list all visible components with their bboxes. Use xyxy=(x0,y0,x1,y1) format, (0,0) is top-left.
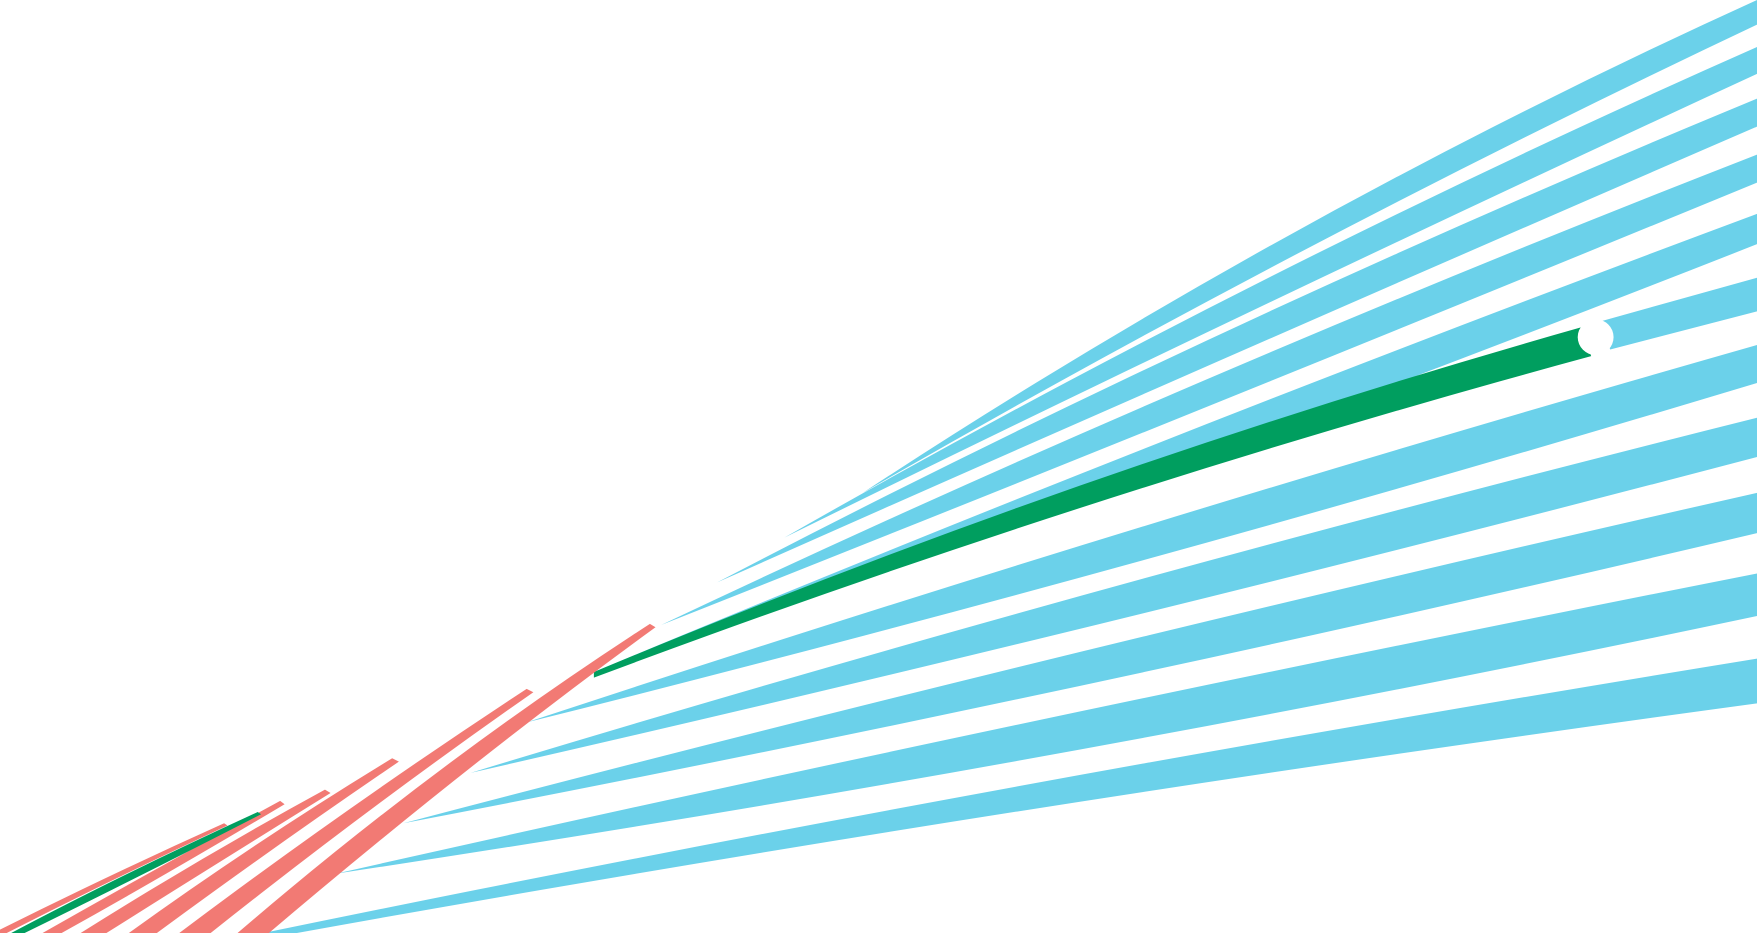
stripe xyxy=(862,0,1757,493)
stripe xyxy=(717,98,1757,583)
stripe xyxy=(1600,277,1757,350)
stripe xyxy=(80,789,331,933)
stripe xyxy=(42,800,285,933)
stripe xyxy=(237,623,656,933)
stripe xyxy=(470,417,1757,773)
pink-stripes xyxy=(0,623,656,933)
stripe xyxy=(661,154,1757,625)
stripe xyxy=(526,344,1757,723)
stripe xyxy=(0,823,228,933)
marker-dot xyxy=(1577,319,1614,356)
blue-stripes xyxy=(263,0,1757,933)
highlight-stripe xyxy=(11,812,262,933)
stripe xyxy=(128,758,399,933)
stripe xyxy=(179,688,534,933)
stripe xyxy=(784,47,1757,538)
stripe xyxy=(403,492,1757,824)
highlight-stripe xyxy=(593,327,1592,678)
stripe xyxy=(336,573,1757,874)
stripe xyxy=(263,658,1757,933)
